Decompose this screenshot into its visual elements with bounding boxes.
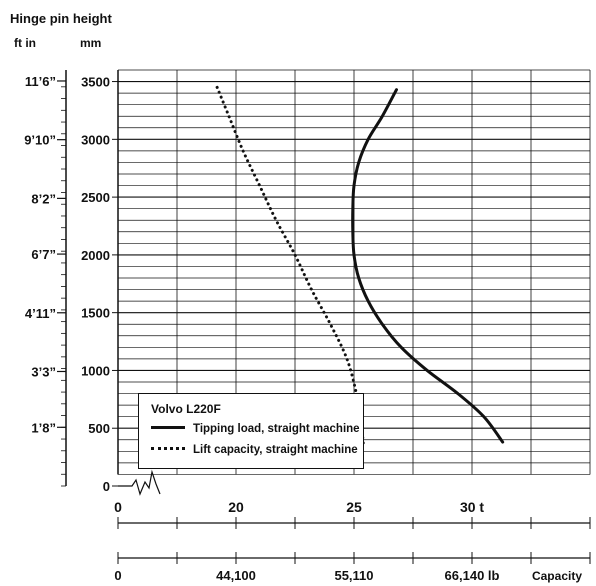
legend-item-tipping-load: Tipping load, straight machine — [151, 423, 360, 435]
legend: Volvo L220F Tipping load, straight machi… — [138, 393, 364, 469]
y-tick-label-mm: 2000 — [81, 248, 110, 263]
y-tick-label-mm: 3500 — [81, 75, 110, 90]
y-tick-label-mm: 3000 — [81, 132, 110, 147]
x-tick-label-lb: 55,110 — [334, 568, 373, 583]
x-tick-label-t: 0 — [114, 499, 122, 515]
y-unit-ftin: ft in — [14, 36, 36, 50]
chart-title: Hinge pin height — [10, 11, 112, 26]
legend-label: Tipping load, straight machine — [193, 423, 360, 435]
x-tick-label-lb: 44,100 — [216, 568, 256, 583]
y-tick-label-ftin: 11’6” — [25, 74, 56, 89]
x-axis-label: Capacity — [532, 569, 582, 583]
y-tick-label-mm: 500 — [88, 421, 110, 436]
legend-swatch-dotted — [151, 447, 185, 451]
y-tick-label-ftin: 1’8” — [31, 420, 56, 435]
legend-swatch-solid — [151, 426, 185, 430]
y-tick-label-ftin: 6’7” — [31, 247, 56, 262]
x-tick-label-lb: 66,140 lb — [445, 568, 500, 583]
axes — [65, 70, 590, 559]
y-tick-label-ftin: 8’2” — [31, 191, 56, 206]
series-line-tipping-load — [351, 88, 505, 444]
legend-label: Lift capacity, straight machine — [193, 444, 358, 456]
x-axis-break — [118, 469, 161, 496]
x-tick-label-lb: 0 — [114, 568, 121, 583]
x-tick-label-t: 30 t — [460, 499, 484, 515]
y-tick-label-mm: 0 — [103, 479, 110, 494]
y-tick-label-ftin: 9’10” — [24, 133, 56, 148]
y-tick-label-ftin: 3’3” — [31, 364, 56, 379]
legend-item-lift-capacity: Lift capacity, straight machine — [151, 444, 358, 456]
y-tick-label-mm: 1000 — [81, 363, 110, 378]
y-tick-label-mm: 1500 — [81, 306, 110, 321]
y-unit-mm: mm — [80, 36, 101, 50]
legend-title: Volvo L220F — [151, 402, 221, 416]
y-tick-label-mm: 2500 — [81, 190, 110, 205]
x-tick-label-t: 25 — [346, 499, 362, 515]
y-tick-label-ftin: 4’11” — [25, 306, 56, 321]
x-tick-label-t: 20 — [228, 499, 244, 515]
ticks: 05001000150020002500300035001’8”3’3”4’11… — [24, 74, 591, 583]
